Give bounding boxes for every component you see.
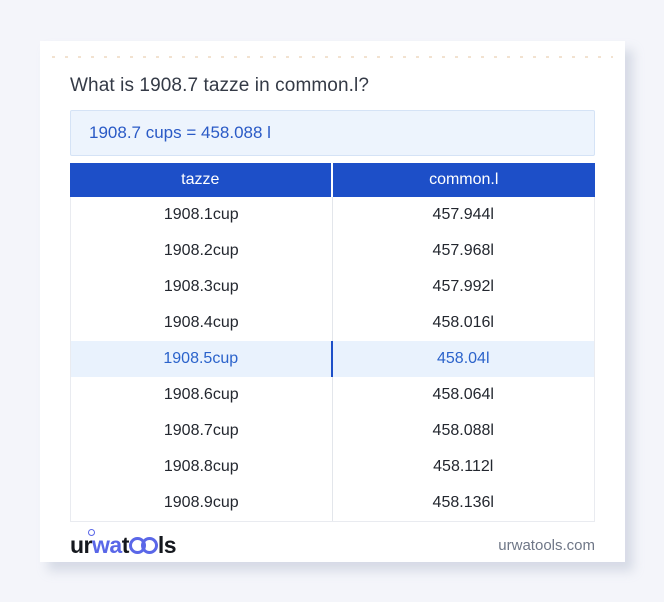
logo-text-t: t [121,531,130,558]
cell-tazze: 1908.7cup [71,413,333,449]
cell-tazze: 1908.8cup [71,449,333,485]
table-row: 1908.4cup 458.016l [71,305,594,341]
table-row: 1908.8cup 458.112l [71,449,594,485]
cell-common-l[interactable]: 458.04l [332,341,594,377]
cell-common-l: 458.136l [432,494,494,511]
oo-circle-right [140,536,158,554]
cell-common-l: 457.944l [432,206,494,223]
cell-tazze: 1908.3cup [71,269,333,305]
table-row: 1908.9cup 458.136l [71,485,594,521]
table-row: 1908.3cup 457.992l [71,269,594,305]
cell-tazze: 1908.4cup [71,305,333,341]
oo-linked-circles-icon [128,536,158,554]
decorative-dotted-line [52,56,613,58]
cell-tazze[interactable]: 1908.5cup [71,341,333,377]
conversion-table: tazze common.l 1908.1cup 457.944l 1908.2… [70,163,595,522]
table-row: 1908.7cup 458.088l [71,413,594,449]
page-title: What is 1908.7 tazze in common.l? [70,75,369,96]
cell-common-l: 458.064l [432,386,494,403]
table-row-highlighted[interactable]: 1908.5cup 458.04l [71,341,594,377]
site-domain: urwatools.com [498,536,595,554]
conversion-card: What is 1908.7 tazze in common.l? 1908.7… [40,41,625,562]
conversion-result-text: 1908.7 cups = 458.088 l [89,123,271,142]
table-row: 1908.2cup 457.968l [71,233,594,269]
cell-tazze: 1908.2cup [71,233,333,269]
logo-ring-icon [88,528,95,536]
table-header-row: tazze common.l [70,163,595,197]
header-cell-tazze: tazze [70,163,333,197]
brand-logo[interactable]: ur wa t ls [70,528,177,559]
cell-common-l: 458.016l [432,314,494,331]
cell-common-l: 458.112l [433,458,494,475]
cell-tazze: 1908.6cup [71,377,333,413]
table-row: 1908.1cup 457.944l [71,197,594,233]
logo-text-ls: ls [157,531,177,558]
cell-tazze: 1908.1cup [71,197,333,233]
logo-text-wa: wa [92,531,122,558]
cell-common-l: 458.088l [432,422,494,439]
table-row: 1908.6cup 458.064l [71,377,594,413]
conversion-result-box: 1908.7 cups = 458.088 l [70,110,595,156]
cell-common-l: 457.992l [432,278,494,295]
header-cell-common-l: common.l [429,171,499,188]
logo-text-ur: ur [70,531,93,558]
card-footer: ur wa t ls urwatools.com [70,528,595,560]
cell-common-l: 457.968l [432,242,494,259]
table-body: 1908.1cup 457.944l 1908.2cup 457.968l 19… [70,197,595,522]
cell-tazze: 1908.9cup [71,485,333,521]
